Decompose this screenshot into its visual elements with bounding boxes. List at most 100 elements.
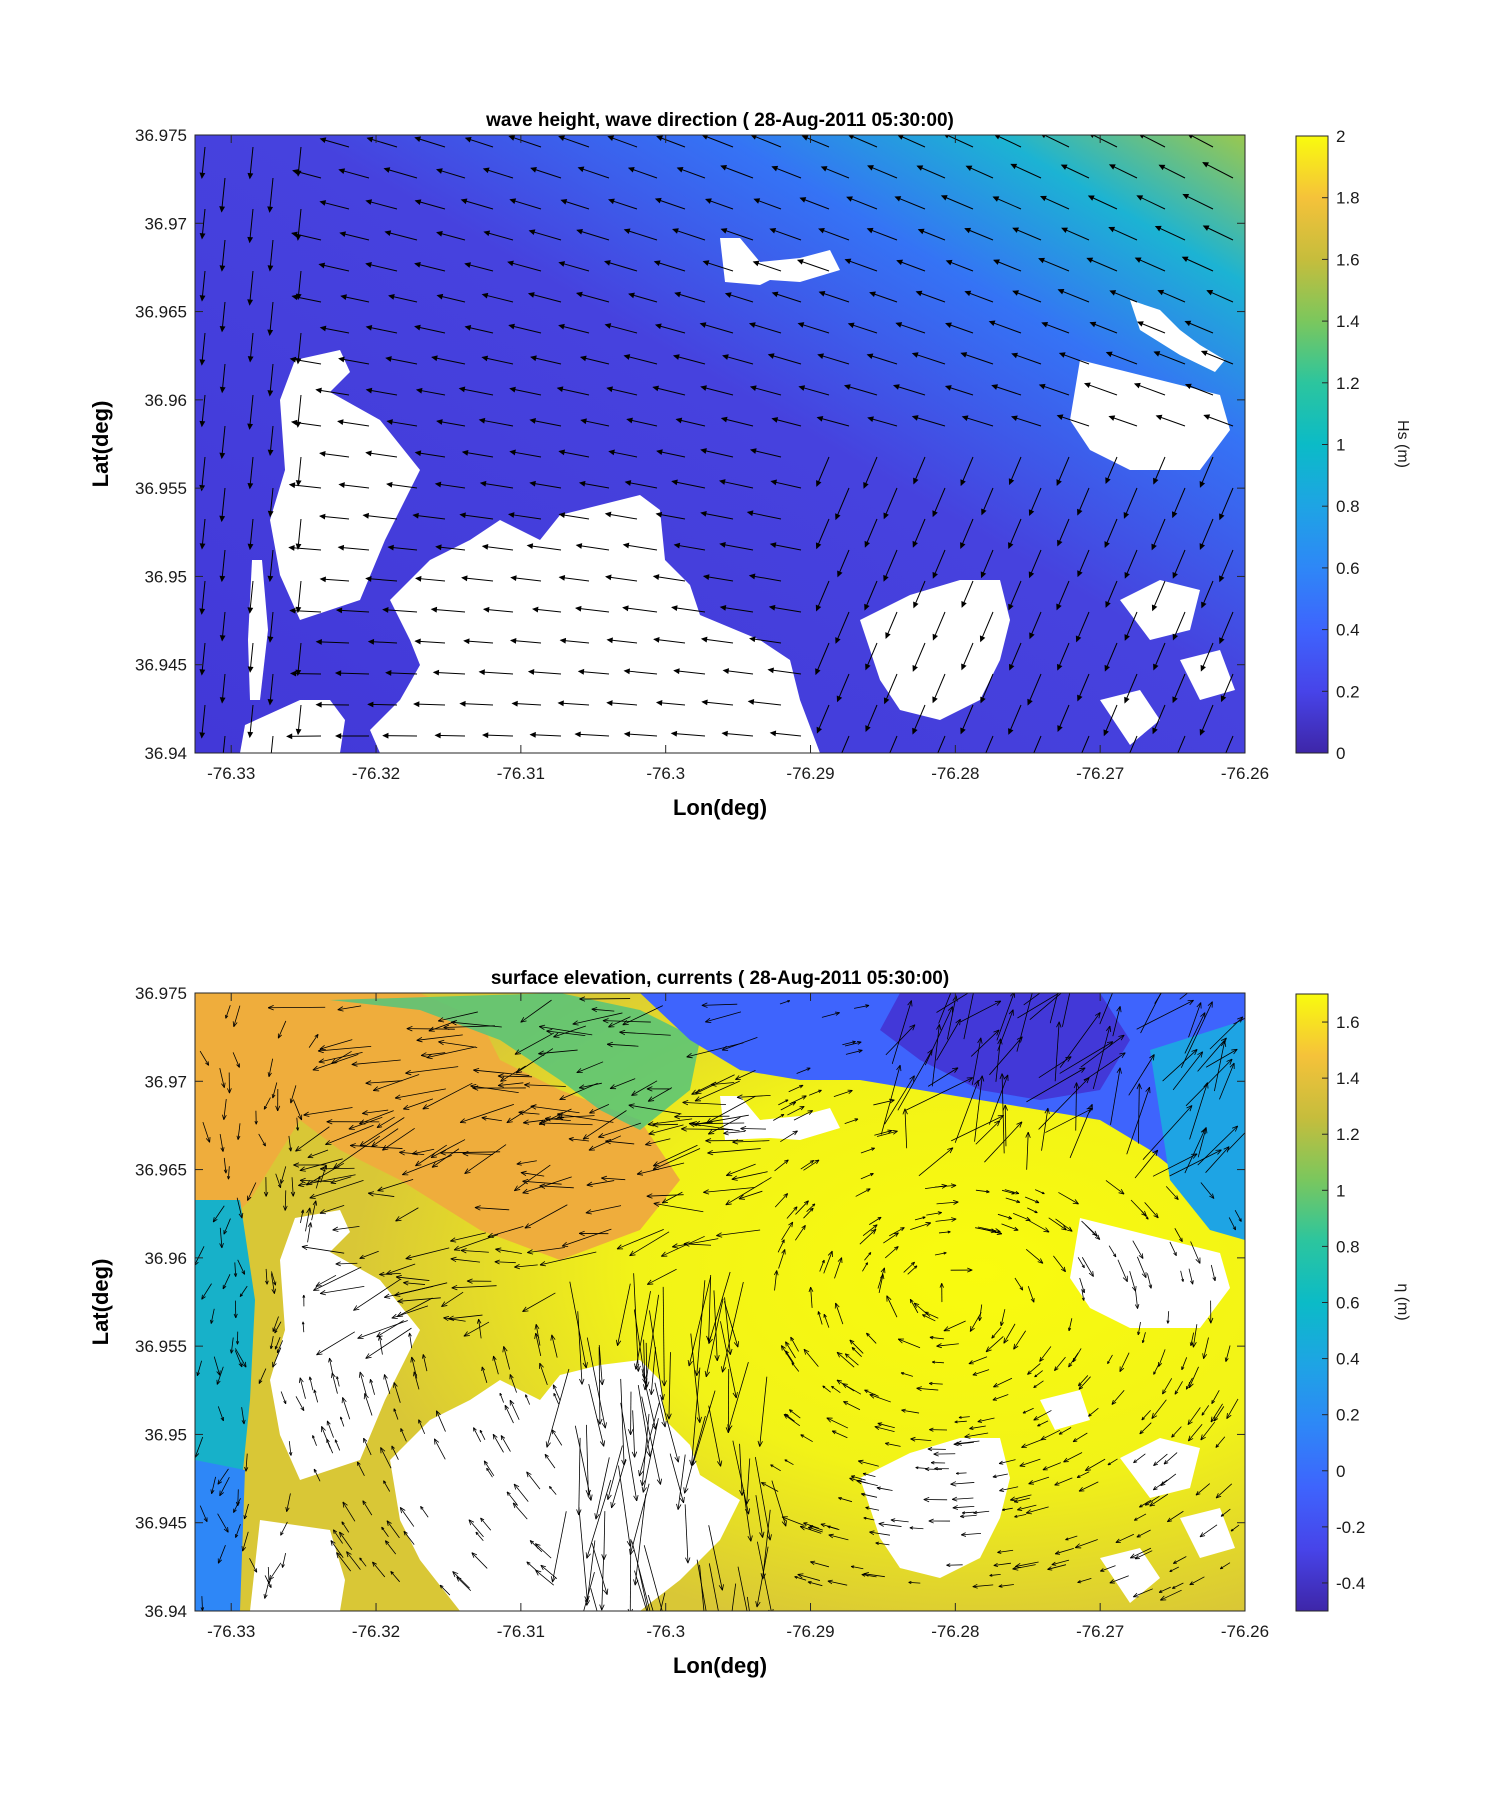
y-tick-label: 36.95	[144, 567, 187, 586]
quiver-arrow	[884, 673, 898, 704]
quiver-arrowhead	[456, 1576, 462, 1582]
quiver-arrowhead	[272, 1281, 277, 1286]
quiver-arrowhead	[955, 1018, 961, 1026]
quiver-arrow	[1199, 704, 1214, 735]
quiver-arrow	[1039, 1346, 1052, 1362]
quiver-arrowhead	[602, 1018, 609, 1024]
quiver-arrowhead	[796, 259, 804, 265]
quiver-arrowhead	[268, 1584, 272, 1588]
quiver-arrow	[342, 1501, 356, 1522]
quiver-arrowhead	[359, 1557, 363, 1561]
quiver-arrow	[849, 1339, 864, 1354]
quiver-arrowhead	[704, 1370, 710, 1378]
quiver-arrowhead	[752, 1647, 756, 1653]
quiver-arrow	[506, 1491, 518, 1505]
quiver-arrowhead	[1022, 1410, 1026, 1414]
quiver-arrowhead	[330, 1540, 336, 1546]
quiver-arrow	[1106, 352, 1138, 365]
quiver-arrow	[539, 1185, 574, 1189]
quiver-arrowhead	[412, 1150, 418, 1156]
quiver-arrow	[746, 1458, 751, 1505]
quiver-arrowhead	[981, 508, 987, 516]
quiver-arrowhead	[504, 1404, 509, 1411]
quiver-arrow	[1136, 1529, 1151, 1538]
quiver-arrowhead	[1189, 1581, 1194, 1586]
quiver-arrowhead	[319, 200, 327, 206]
quiver-arrow	[274, 1337, 281, 1350]
quiver-arrow	[790, 1336, 799, 1352]
quiver-arrow	[1203, 1337, 1209, 1359]
quiver-arrow	[451, 1021, 502, 1028]
quiver-arrowhead	[807, 1110, 813, 1115]
quiver-arrowhead	[672, 1243, 679, 1249]
quiver-arrowhead	[999, 1073, 1005, 1080]
quiver-arrow	[859, 1228, 877, 1245]
quiver-arrowhead	[1109, 290, 1117, 296]
quiver-arrowhead	[932, 696, 938, 704]
quiver-arrow	[785, 1350, 795, 1364]
quiver-arrow	[643, 1339, 646, 1380]
quiver-arrow	[803, 1207, 814, 1219]
quiver-arrow	[237, 1259, 246, 1275]
quiver-arrowhead	[606, 1041, 613, 1048]
quiver-arrowhead	[1032, 979, 1036, 985]
quiver-arrowhead	[550, 1334, 556, 1341]
quiver-arrow	[910, 1438, 932, 1442]
quiver-arrowhead	[414, 324, 421, 331]
quiver-arrow	[333, 1135, 381, 1169]
quiver-arrow	[769, 606, 802, 613]
quiver-arrowhead	[836, 695, 843, 703]
quiver-arrow	[426, 1046, 476, 1059]
quiver-arrowhead	[319, 137, 327, 144]
quiver-arrow	[997, 1213, 1012, 1220]
quiver-arrowhead	[969, 1426, 974, 1430]
quiver-arrowhead	[436, 419, 443, 425]
quiver-arrow	[290, 358, 322, 365]
quiver-arrow	[249, 270, 254, 305]
quiver-arrowhead	[864, 1389, 869, 1394]
quiver-arrowhead	[217, 1479, 223, 1485]
quiver-arrowhead	[835, 637, 841, 644]
quiver-arrowhead	[872, 1224, 878, 1229]
quiver-arrow	[683, 1243, 712, 1246]
quiver-arrow	[219, 1227, 223, 1248]
quiver-arrow	[1081, 1257, 1094, 1277]
quiver-arrowhead	[247, 1195, 252, 1201]
quiver-arrow	[552, 1384, 561, 1401]
quiver-arrowhead	[1063, 956, 1067, 962]
quiver-arrowhead	[426, 1053, 433, 1060]
quiver-arrowhead	[494, 1259, 500, 1265]
quiver-arrow	[953, 1441, 974, 1445]
quiver-arrowhead	[870, 1228, 877, 1235]
quiver-arrow	[513, 1483, 529, 1502]
quiver-arrow	[365, 1080, 403, 1084]
quiver-arrow	[1014, 1497, 1030, 1503]
quiver-arrowhead	[497, 1082, 504, 1088]
quiver-arrow	[672, 1238, 719, 1248]
quiver-arrowhead	[229, 1349, 234, 1354]
quiver-arrowhead	[889, 1098, 895, 1104]
quiver-arrow	[785, 1341, 796, 1359]
quiver-arrowhead	[359, 1119, 366, 1125]
currents-quiver	[195, 956, 1245, 1653]
quiver-arrow	[726, 1163, 756, 1176]
quiver-arrow	[1154, 351, 1186, 365]
quiver-arrow	[339, 1531, 353, 1551]
quiver-arrow	[721, 165, 754, 179]
quiver-arrowhead	[815, 604, 822, 612]
quiver-arrowhead	[479, 1429, 483, 1433]
quiver-arrowhead	[1196, 1002, 1202, 1009]
quiver-arrow	[624, 355, 658, 365]
quiver-arrow	[1025, 1506, 1049, 1514]
quiver-arrowhead	[430, 606, 438, 613]
quiver-arrow	[482, 293, 514, 303]
quiver-arrow	[1033, 1380, 1044, 1388]
quiver-arrow	[1155, 226, 1186, 241]
quiver-arrow	[807, 1581, 823, 1587]
quiver-arrowhead	[945, 259, 953, 266]
quiver-arrowhead	[865, 1262, 868, 1266]
quiver-arrowhead	[843, 384, 851, 390]
quiver-arrowhead	[1199, 481, 1206, 488]
quiver-arrowhead	[609, 1084, 617, 1090]
quiver-arrow	[877, 1267, 885, 1289]
